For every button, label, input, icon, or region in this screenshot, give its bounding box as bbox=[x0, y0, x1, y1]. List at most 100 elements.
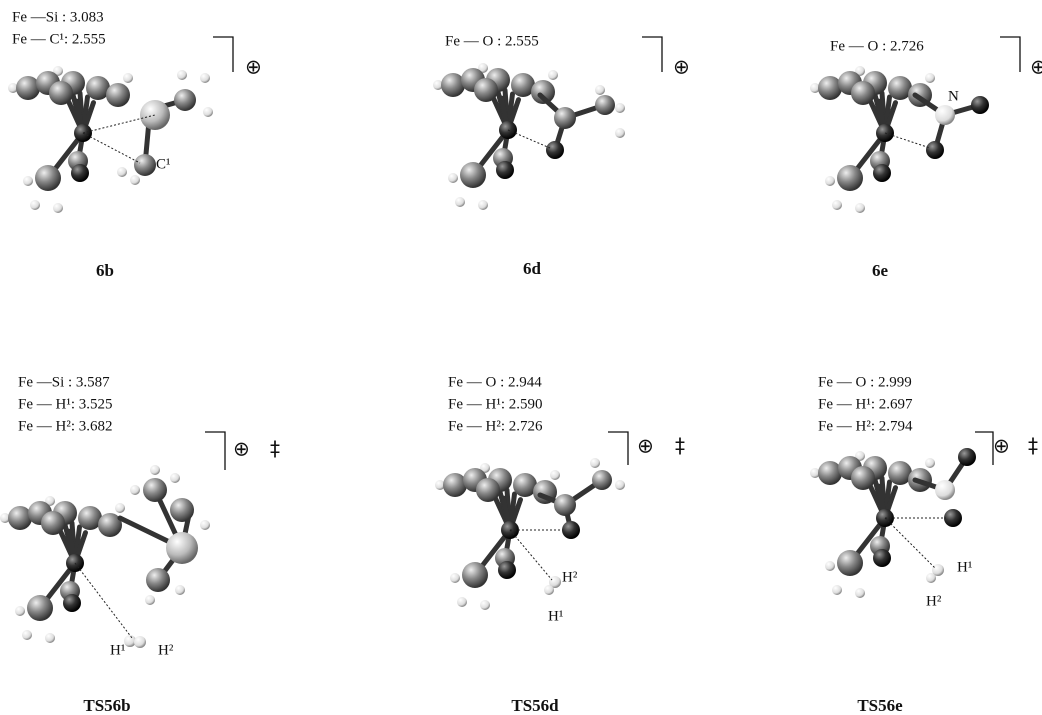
atom bbox=[855, 203, 865, 213]
atom bbox=[926, 141, 944, 159]
distance: Fe — H¹: 2.697 bbox=[818, 396, 913, 412]
atom-label: H¹ bbox=[957, 559, 972, 575]
atom bbox=[448, 173, 458, 183]
distance: Fe — O : 2.999 bbox=[818, 374, 912, 390]
distance: Fe — O : 2.944 bbox=[448, 374, 542, 390]
atom bbox=[455, 197, 465, 207]
contact bbox=[510, 530, 552, 580]
atom bbox=[117, 167, 127, 177]
atom bbox=[595, 95, 615, 115]
atom bbox=[832, 200, 842, 210]
charge-bracket bbox=[1000, 37, 1020, 72]
atom bbox=[935, 480, 955, 500]
charge-bracket bbox=[608, 432, 628, 465]
atom bbox=[460, 162, 486, 188]
atom bbox=[170, 473, 180, 483]
atom bbox=[71, 164, 89, 182]
atom bbox=[590, 458, 600, 468]
atom bbox=[818, 461, 842, 485]
structure-label: TS56e bbox=[857, 696, 903, 715]
atom bbox=[474, 78, 498, 102]
distance: Fe —Si : 3.083 bbox=[12, 9, 104, 25]
atom bbox=[496, 161, 514, 179]
figure: Fe —Si : 3.083 Fe — C¹: 2.555 ⊕ C¹ 6b Fe — O … bbox=[0, 0, 1042, 715]
atom bbox=[818, 76, 842, 100]
atom bbox=[562, 521, 580, 539]
charge: ⊕ bbox=[993, 434, 1010, 458]
distance: Fe — H¹: 3.525 bbox=[18, 396, 113, 412]
atom bbox=[203, 107, 213, 117]
atom bbox=[971, 96, 989, 114]
atom-label: H² bbox=[926, 593, 942, 609]
distance: Fe — O : 2.555 bbox=[445, 33, 539, 49]
charge: ⊕ bbox=[1030, 55, 1042, 79]
contact bbox=[885, 518, 935, 568]
atom bbox=[935, 105, 955, 125]
atom-label: N bbox=[948, 88, 959, 104]
atom bbox=[855, 588, 865, 598]
atom bbox=[27, 595, 53, 621]
atom bbox=[837, 550, 863, 576]
atom bbox=[478, 200, 488, 210]
structure-label: 6d bbox=[523, 259, 542, 278]
distance: Fe — H²: 2.726 bbox=[448, 418, 543, 434]
atom bbox=[851, 466, 875, 490]
structure-label: 6e bbox=[872, 261, 889, 280]
atom bbox=[615, 103, 625, 113]
charge-bracket bbox=[205, 432, 225, 470]
transition-state: ‡ bbox=[1028, 434, 1038, 458]
atom bbox=[106, 83, 130, 107]
atom bbox=[873, 164, 891, 182]
atom bbox=[476, 478, 500, 502]
charge-bracket bbox=[642, 37, 662, 72]
atom bbox=[170, 498, 194, 522]
contact bbox=[75, 563, 132, 638]
atom bbox=[926, 573, 936, 583]
atom-label: H¹ bbox=[110, 642, 125, 658]
atom bbox=[554, 107, 576, 129]
atom bbox=[175, 585, 185, 595]
contact bbox=[83, 133, 140, 163]
atom bbox=[554, 494, 576, 516]
distance: Fe — C¹: 2.555 bbox=[12, 31, 106, 47]
atom-label: H¹ bbox=[548, 608, 563, 624]
atom bbox=[958, 448, 976, 466]
distance: Fe — H²: 3.682 bbox=[18, 418, 113, 434]
atom bbox=[140, 100, 170, 130]
atom bbox=[873, 549, 891, 567]
structure-label: TS56d bbox=[511, 696, 559, 715]
structure-label: 6b bbox=[96, 261, 114, 280]
atom bbox=[595, 85, 605, 95]
atom bbox=[177, 70, 187, 80]
charge: ⊕ bbox=[233, 437, 250, 461]
atom bbox=[498, 561, 516, 579]
atom bbox=[146, 568, 170, 592]
distance: Fe — H²: 2.794 bbox=[818, 418, 913, 434]
atom bbox=[15, 606, 25, 616]
atom-label: H² bbox=[158, 642, 174, 658]
atom-label: C¹ bbox=[156, 156, 171, 172]
atom bbox=[200, 520, 210, 530]
atom bbox=[130, 175, 140, 185]
atom bbox=[925, 73, 935, 83]
atom bbox=[925, 458, 935, 468]
atom bbox=[615, 480, 625, 490]
atom bbox=[615, 128, 625, 138]
atom bbox=[837, 165, 863, 191]
atom bbox=[8, 506, 32, 530]
charge-bracket bbox=[975, 432, 993, 465]
atom bbox=[45, 633, 55, 643]
atom bbox=[49, 81, 73, 105]
atom bbox=[63, 594, 81, 612]
atom bbox=[851, 81, 875, 105]
transition-state: ‡ bbox=[675, 434, 685, 458]
atom bbox=[35, 165, 61, 191]
atom bbox=[166, 532, 198, 564]
atom bbox=[462, 562, 488, 588]
atom bbox=[832, 585, 842, 595]
atom bbox=[174, 89, 196, 111]
transition-state: ‡ bbox=[270, 437, 280, 461]
atom bbox=[134, 154, 156, 176]
atom bbox=[544, 585, 554, 595]
atom bbox=[944, 509, 962, 527]
